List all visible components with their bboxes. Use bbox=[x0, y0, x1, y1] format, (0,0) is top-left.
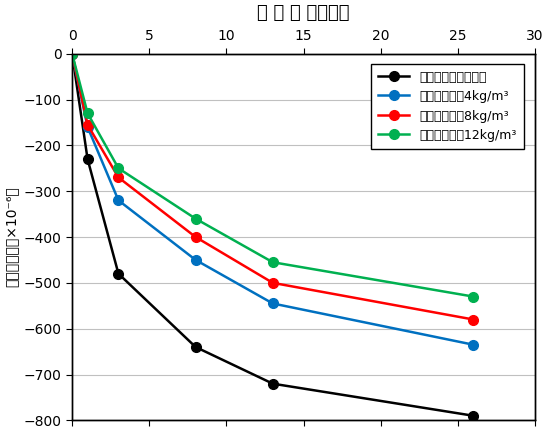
収縮低減剤：12kg/m³ bbox=[115, 166, 122, 171]
収縮低減剤：8kg/m³ bbox=[270, 280, 276, 285]
収縮低減剤：無添加 bbox=[270, 381, 276, 386]
収縮低減剤：8kg/m³ bbox=[470, 317, 477, 322]
収縮低減剤：無添加 bbox=[470, 413, 477, 418]
収縮低減剤：8kg/m³ bbox=[69, 51, 76, 56]
収縮低減剤：4kg/m³ bbox=[84, 124, 91, 129]
収縮低減剤：4kg/m³ bbox=[192, 257, 199, 262]
Line: 収縮低減剤：無添加: 収縮低減剤：無添加 bbox=[67, 49, 478, 420]
収縮低減剤：無添加 bbox=[84, 156, 91, 162]
収縮低減剤：4kg/m³ bbox=[69, 51, 76, 56]
Line: 収縮低減剤：12kg/m³: 収縮低減剤：12kg/m³ bbox=[67, 49, 478, 301]
収縮低減剤：12kg/m³ bbox=[69, 51, 76, 56]
収縮低減剤：4kg/m³ bbox=[470, 342, 477, 347]
収縮低減剤：12kg/m³ bbox=[470, 294, 477, 299]
収縮低減剤：無添加 bbox=[69, 51, 76, 56]
収縮低減剤：12kg/m³ bbox=[270, 260, 276, 265]
Legend: 収縮低減剤：無添加, 収縮低減剤：4kg/m³, 収縮低減剤：8kg/m³, 収縮低減剤：12kg/m³: 収縮低減剤：無添加, 収縮低減剤：4kg/m³, 収縮低減剤：8kg/m³, 収… bbox=[370, 64, 524, 149]
収縮低減剤：8kg/m³ bbox=[115, 175, 122, 180]
収縮低減剤：4kg/m³ bbox=[270, 301, 276, 306]
収縮低減剤：12kg/m³ bbox=[84, 111, 91, 116]
収縮低減剤：無添加 bbox=[115, 271, 122, 276]
X-axis label: 乾 燥 期 間（週）: 乾 燥 期 間（週） bbox=[258, 4, 350, 22]
Y-axis label: 乾燥収縮率（×10⁻⁶）: 乾燥収縮率（×10⁻⁶） bbox=[4, 187, 18, 288]
収縮低減剤：8kg/m³ bbox=[192, 234, 199, 239]
収縮低減剤：8kg/m³ bbox=[84, 122, 91, 127]
収縮低減剤：無添加 bbox=[192, 344, 199, 349]
Line: 収縮低減剤：4kg/m³: 収縮低減剤：4kg/m³ bbox=[67, 49, 478, 349]
収縮低減剤：12kg/m³ bbox=[192, 216, 199, 221]
Line: 収縮低減剤：8kg/m³: 収縮低減剤：8kg/m³ bbox=[67, 49, 478, 324]
収縮低減剤：4kg/m³ bbox=[115, 198, 122, 203]
